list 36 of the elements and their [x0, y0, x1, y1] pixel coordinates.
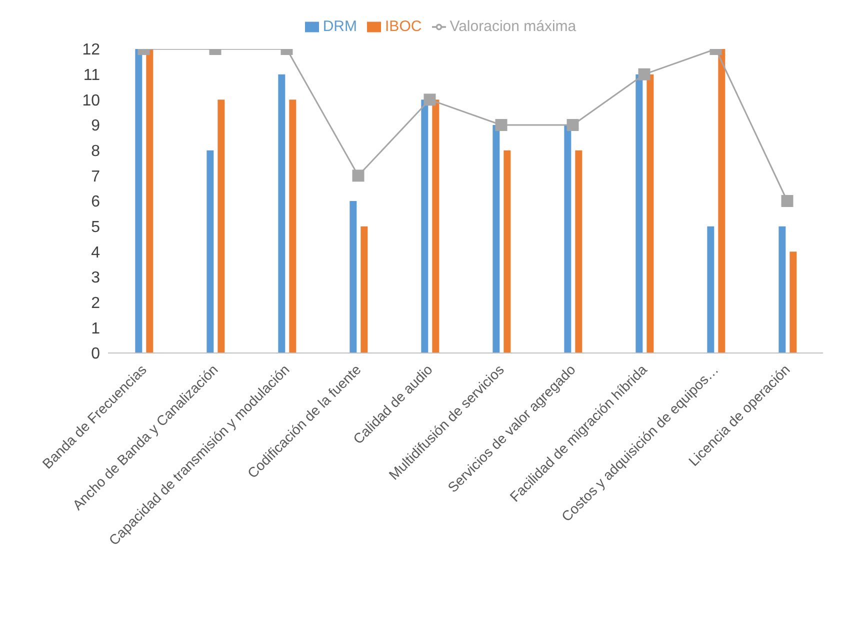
- bar: [636, 74, 643, 353]
- bar: [718, 49, 726, 353]
- y-tick-label: 2: [91, 295, 100, 312]
- bar: [289, 100, 296, 353]
- y-tick-label: 8: [91, 143, 100, 160]
- bar: [206, 150, 214, 353]
- y-tick-label: 9: [91, 118, 100, 135]
- y-tick-label: 5: [91, 219, 100, 236]
- bar: [707, 226, 714, 353]
- bar: [504, 150, 511, 353]
- bar: [646, 74, 654, 353]
- bar: [564, 125, 572, 353]
- y-tick-label: 0: [91, 346, 100, 363]
- bar: [146, 49, 154, 353]
- y-tick-label: 4: [91, 244, 100, 262]
- bar: [778, 226, 786, 353]
- bar: [350, 201, 357, 353]
- bar: [421, 100, 428, 353]
- y-tick-label: 11: [83, 67, 100, 84]
- bar: [135, 49, 142, 353]
- bar: [218, 100, 225, 353]
- legend-label: Valoracion máxima: [450, 18, 576, 35]
- bar: [790, 252, 797, 353]
- bar: [432, 100, 440, 353]
- y-tick-label: 7: [91, 168, 100, 186]
- legend-label: IBOC: [385, 18, 422, 35]
- y-tick-label: 12: [82, 42, 100, 59]
- y-tick-label: 10: [82, 92, 100, 110]
- bar: [492, 125, 500, 353]
- legend-label: DRM: [322, 18, 358, 35]
- bar: [575, 150, 582, 353]
- bar: [278, 74, 286, 353]
- y-tick-label: 1: [91, 320, 100, 338]
- bar: [360, 226, 368, 353]
- y-tick-label: 3: [91, 270, 100, 287]
- y-tick-label: 6: [91, 194, 100, 211]
